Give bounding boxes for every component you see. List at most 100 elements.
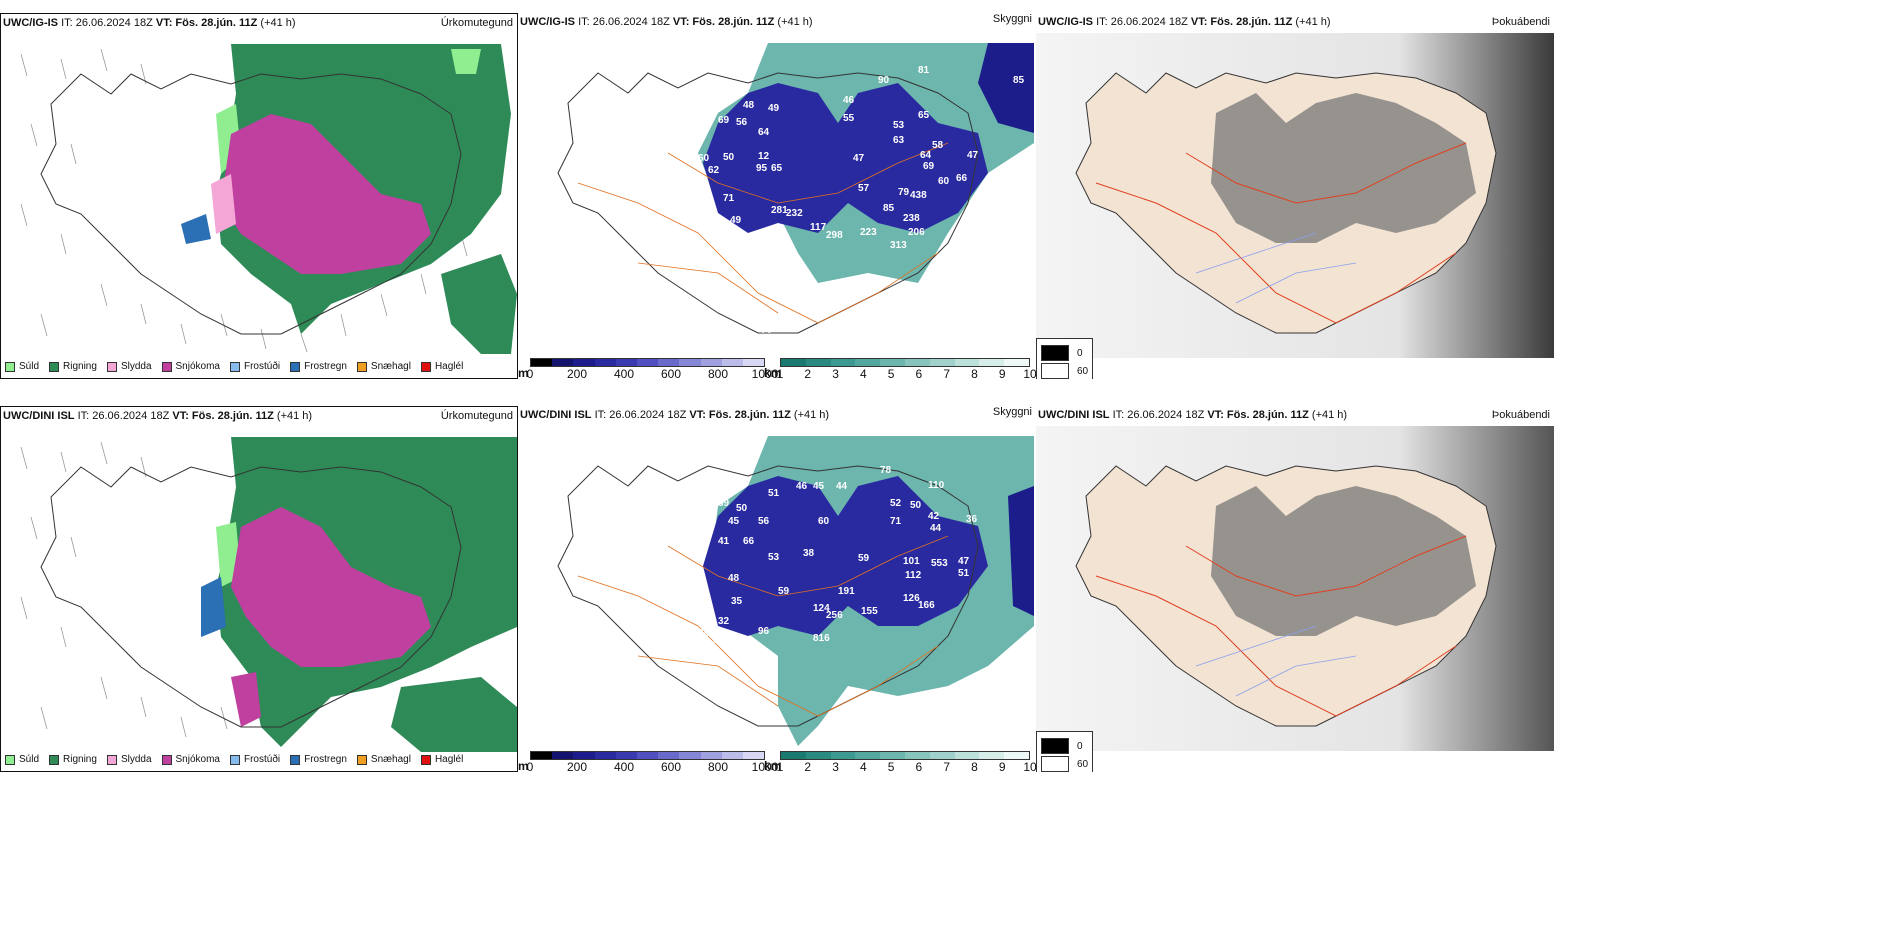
- cloud-legend-item: 0: [1041, 738, 1088, 754]
- visibility-value: 155: [861, 606, 878, 617]
- visibility-value: 60: [938, 176, 950, 187]
- fog-index-map: [1036, 33, 1554, 358]
- legend-swatch: [161, 361, 172, 372]
- colorbar-tick-label: 7: [943, 760, 950, 772]
- height-colorbar-strip: [530, 751, 765, 760]
- visibility-value: 66: [956, 173, 968, 184]
- colorbar-tick-label: 7: [943, 367, 950, 379]
- panel-name: Úrkomutegund: [440, 410, 513, 422]
- height-ticks: 0 200 400 600 800 1000: [527, 760, 779, 772]
- visibility-value: 38: [803, 548, 815, 559]
- legend-swatch: [106, 754, 117, 765]
- colorbar-segment: [700, 752, 722, 759]
- colorbar-tick-label: 6: [915, 760, 923, 772]
- colorbar-segment: [679, 359, 701, 366]
- colorbar-segment: [855, 359, 881, 366]
- visibility-value: 63: [893, 135, 905, 146]
- visibility-value: 64: [920, 150, 932, 161]
- rain-area-south: [391, 677, 517, 752]
- visibility-value: 85: [883, 203, 895, 214]
- colorbar-segment: [781, 359, 806, 366]
- visibility-value: 32: [718, 616, 730, 627]
- sleet-area: [211, 174, 236, 234]
- visibility-value: 53: [893, 120, 905, 131]
- road-network: [577, 142, 949, 324]
- visibility-value: 36: [966, 514, 978, 525]
- colorbar-tick-label: 9: [998, 760, 1006, 772]
- visibility-value: 79: [898, 187, 910, 198]
- legend-swatch: [356, 754, 367, 765]
- iceland-outline: [40, 466, 462, 728]
- panel-title: UWC/DINI ISL IT: 26.06.2024 18Z VT: Fös.…: [520, 409, 830, 421]
- colorbar-segment: [721, 752, 743, 759]
- wind-barbs: [20, 441, 228, 738]
- visibility-value: 46: [843, 95, 855, 106]
- visibility-value: 49: [730, 215, 742, 226]
- colorbar-segment: [531, 752, 553, 759]
- visibility-value: 48: [743, 100, 755, 111]
- panel-name: Skyggni: [992, 406, 1032, 418]
- visibility-value: 78: [880, 465, 892, 476]
- height-ticks: 0 200 400 600 800 1000: [527, 367, 779, 379]
- visibility-value: 71: [890, 516, 902, 527]
- visibility-value: 166: [918, 600, 935, 611]
- colorbar-segment: [1004, 359, 1029, 366]
- legend-swatch: [420, 361, 431, 372]
- colorbar-segment: [679, 752, 701, 759]
- colorbar-segment: [954, 359, 980, 366]
- colorbar-segment: [615, 752, 637, 759]
- visibility-value: 223: [860, 227, 877, 238]
- legend-item: Frostregn: [290, 754, 347, 765]
- panel-title: UWC/IG-IS IT: 26.06.2024 18Z VT: Fös. 28…: [3, 17, 296, 29]
- visibility-value: 42: [928, 511, 940, 522]
- colorbar-segment: [742, 752, 765, 759]
- legend-swatch: [49, 754, 60, 765]
- colorbar-tick-label: 200: [566, 367, 588, 379]
- visibility-values: 85 90 81 49 48 46 53 63 69 56 64 55 65 5…: [698, 65, 1025, 336]
- height-unit: m: [518, 366, 529, 379]
- visibility-value: 69: [718, 498, 730, 509]
- fog-index-panel-bottom: UWC/DINI ISL IT: 26.06.2024 18Z VT: Fös.…: [1036, 406, 1554, 772]
- colorbar-tick-label: 3: [832, 760, 839, 772]
- colorbar-segment: [904, 359, 930, 366]
- colorbar-segment: [573, 359, 595, 366]
- panel-name: Úrkomutegund: [440, 17, 513, 29]
- snow-area: [221, 114, 431, 274]
- visibility-value: 71: [723, 193, 735, 204]
- colorbar-segment: [855, 752, 881, 759]
- legend-item: Snjókoma: [161, 361, 220, 372]
- visibility-ticks: 1 2 3 4 5 6 7 8 9 10: [777, 367, 1036, 379]
- colorbar-tick-label: 10: [1023, 367, 1036, 379]
- freezing-rain-area: [181, 214, 211, 244]
- visibility-value: 69: [923, 161, 935, 172]
- precip-legend: Súld Rigning Slydda Snjókoma Frostúði Fr…: [5, 361, 463, 372]
- snow-area-south: [231, 672, 261, 727]
- precip-map: [20, 437, 517, 752]
- cloud-legend-item: 0: [1041, 345, 1088, 361]
- legend-item: Rigning: [49, 361, 97, 372]
- visibility-value: 124: [813, 603, 830, 614]
- legend-swatch: [106, 361, 117, 372]
- visibility-value: 59: [858, 553, 870, 564]
- colorbar-tick-label: 8: [971, 760, 978, 772]
- wind-barbs: [20, 48, 498, 353]
- rivers: [1195, 232, 1357, 304]
- legend-swatch: [290, 361, 301, 372]
- snow-area: [231, 507, 431, 667]
- legend-swatch: [290, 754, 301, 765]
- colorbar-tick-label: 2: [804, 367, 812, 379]
- cloud-legend: 0 60: [1036, 338, 1094, 379]
- colorbar-segment: [700, 359, 722, 366]
- height-colorbar-strip: [530, 358, 765, 367]
- colorbar-tick-label: 5: [887, 760, 895, 772]
- colorbar-tick-label: 800: [707, 760, 729, 772]
- colorbar-tick-label: 600: [660, 367, 682, 379]
- colorbar-tick-label: 1000: [751, 367, 779, 379]
- legend-swatch: [161, 754, 172, 765]
- visibility-value: 281: [771, 205, 788, 216]
- freezing-rain-area: [201, 577, 226, 637]
- colorbar-tick-label: 4: [859, 367, 867, 379]
- legend-item: Haglél: [420, 361, 463, 372]
- visibility-value: 59: [778, 586, 790, 597]
- visibility-value: 438: [910, 190, 927, 201]
